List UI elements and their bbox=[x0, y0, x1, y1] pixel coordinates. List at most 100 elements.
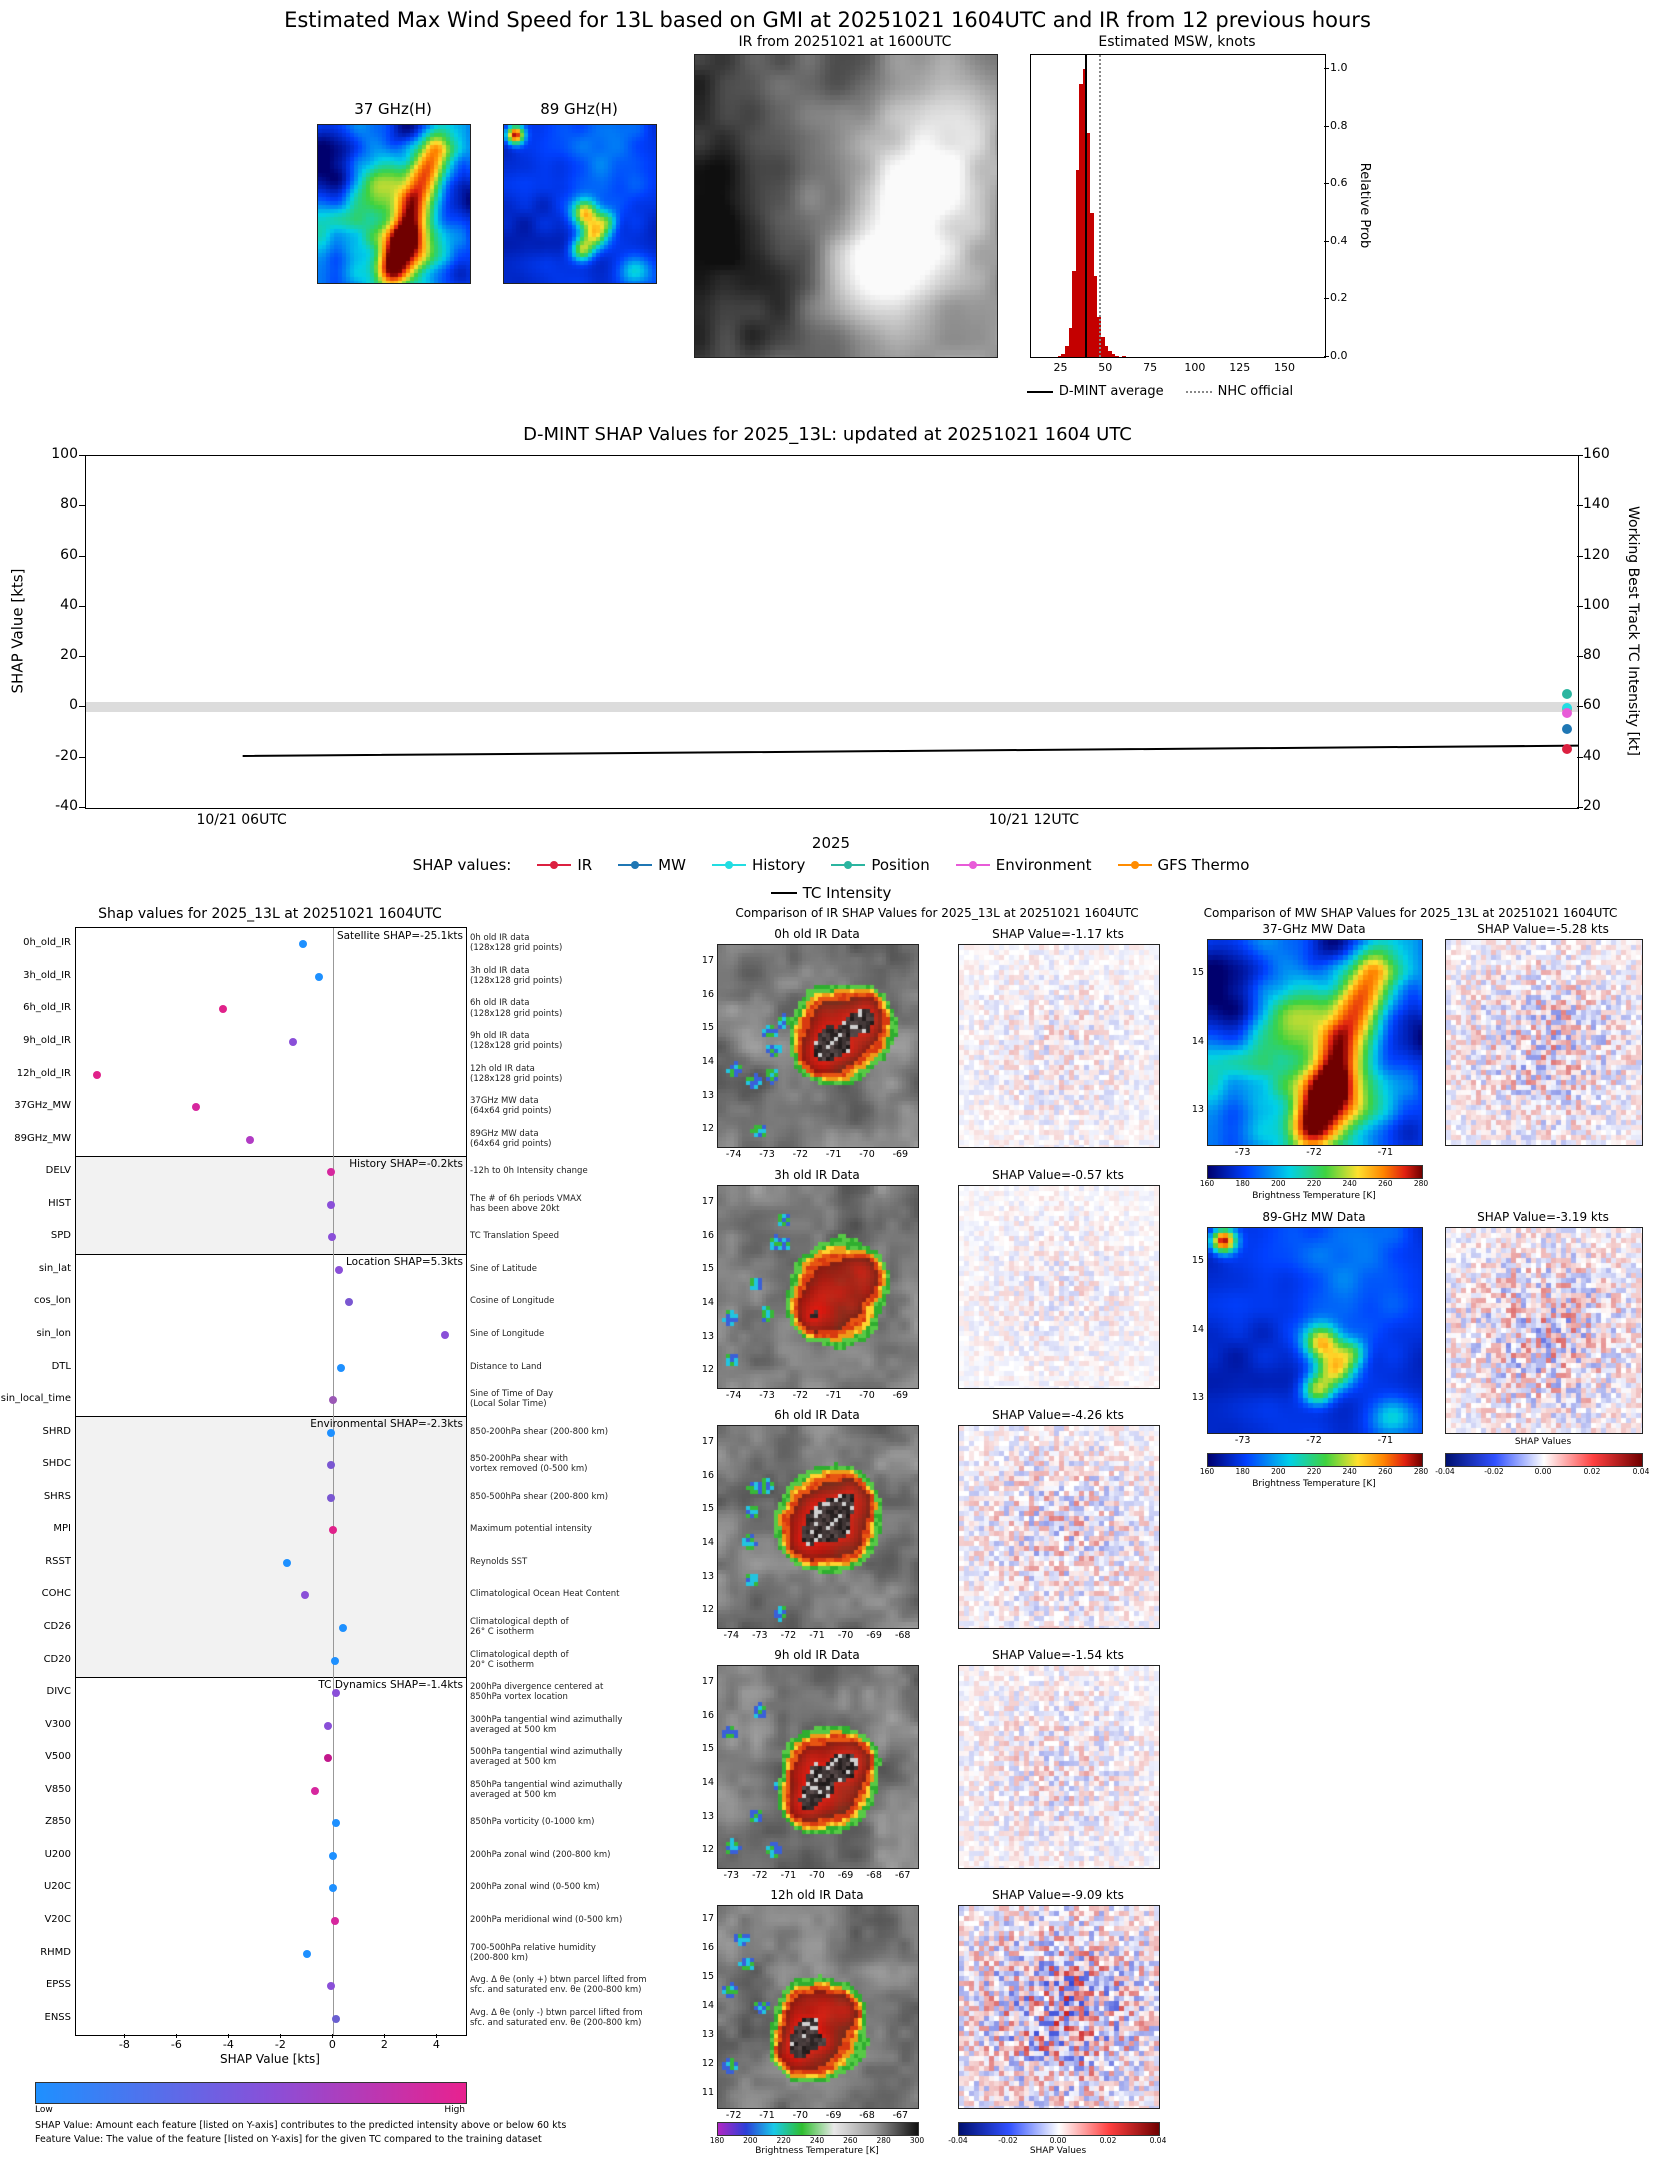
group-separator bbox=[76, 1155, 466, 1157]
group-annotation-satellite: Satellite SHAP=-25.1kts bbox=[336, 930, 463, 942]
mw-bt-colorbar-tick: 280 bbox=[1413, 1179, 1429, 1188]
feature-desc-sin_lon: Sine of Longitude bbox=[470, 1328, 545, 1339]
feature-desc-DTL: Distance to Land bbox=[470, 1361, 542, 1372]
legend-marker-dot bbox=[968, 861, 977, 869]
ir-lat-tick: 16 bbox=[701, 1942, 714, 1954]
hist-bar bbox=[1111, 354, 1116, 357]
feature-desc-MPI: Maximum potential intensity bbox=[470, 1524, 592, 1535]
ir-map-canvas-3 bbox=[717, 1665, 919, 1869]
ir-lat-tick: 15 bbox=[701, 1022, 714, 1034]
mw89-thumb-label: 89 GHz(H) bbox=[540, 100, 618, 118]
mw-lat-tick: 13 bbox=[1191, 1391, 1204, 1403]
ir-lon-tick: -71 bbox=[780, 1870, 797, 1881]
ir-lon-tick: -71 bbox=[825, 1149, 842, 1160]
ts-xtick-label: 10/21 06UTC bbox=[196, 812, 287, 828]
ts-ytick-left: -20 bbox=[55, 747, 78, 764]
feature-desc-89GHz_MW: 89GHz MW data (64x64 grid points) bbox=[470, 1128, 552, 1149]
ir-lat-tick: 12 bbox=[701, 2057, 714, 2069]
feature-desc-cos_lon: Cosine of Longitude bbox=[470, 1296, 555, 1307]
feature-xtick-mark bbox=[436, 2034, 438, 2038]
legend-marker bbox=[537, 859, 572, 871]
mw37-thumbnail-image bbox=[317, 124, 471, 284]
feature-xtick-mark bbox=[124, 2034, 126, 2038]
feature-label-12h_old_IR: 12h_old_IR bbox=[16, 1067, 71, 1079]
mw-map-canvas-0 bbox=[1207, 939, 1423, 1146]
feature-desc-V500: 500hPa tangential wind azimuthally avera… bbox=[470, 1747, 623, 1768]
feature-dot-HIST bbox=[326, 1200, 335, 1209]
feature-dot-SHDC bbox=[326, 1461, 335, 1470]
ir-lon-tick: -68 bbox=[859, 2110, 875, 2121]
mw-lat-tick: 13 bbox=[1191, 1103, 1204, 1115]
hist-bar bbox=[1104, 345, 1109, 357]
ts-ytick-right-mark bbox=[1577, 555, 1583, 557]
mw-lon-tick: -71 bbox=[1377, 1147, 1394, 1158]
hist-ytick-label: 0.0 bbox=[1330, 349, 1348, 362]
zero-vline bbox=[333, 928, 335, 2035]
feature-label-DTL: DTL bbox=[51, 1360, 71, 1372]
ts-ytick-left: 20 bbox=[60, 647, 78, 664]
hist-bar bbox=[1061, 354, 1066, 357]
hist-bar bbox=[1115, 355, 1119, 357]
ir-lat-tick: 13 bbox=[701, 1570, 714, 1582]
ir-lon-tick: -67 bbox=[892, 2110, 909, 2121]
feature-dot-V850 bbox=[311, 1786, 320, 1795]
mw-lon-tick: -72 bbox=[1306, 1147, 1322, 1158]
ir-lon-tick: -71 bbox=[809, 1630, 825, 1641]
feature-dot-V20C bbox=[330, 1917, 339, 1926]
ir-lat-tick: 16 bbox=[701, 1469, 714, 1481]
group-annotation-tc-dynamics: TC Dynamics SHAP=-1.4kts bbox=[318, 1678, 463, 1691]
feature-dot-CD26 bbox=[338, 1624, 347, 1632]
mw-bt-colorbar-tick: 160 bbox=[1199, 1179, 1215, 1188]
mw-lat-tick: 15 bbox=[1191, 967, 1204, 979]
ir-lat-tick: 16 bbox=[701, 1229, 714, 1241]
legend-nhc-label: NHC official bbox=[1217, 384, 1294, 399]
feature-desc-0h_old_IR: 0h old IR data (128x128 grid points) bbox=[470, 933, 563, 954]
ir-lat-tick: 11 bbox=[701, 2086, 714, 2098]
ir-lat-tick: 12 bbox=[701, 1844, 714, 1856]
feature-label-V850: V850 bbox=[45, 1783, 71, 1795]
group-separator bbox=[76, 1253, 466, 1255]
legend-nhc-official: NHC official bbox=[1185, 384, 1294, 399]
ir-image-label: IR from 20251021 at 1600UTC bbox=[738, 34, 952, 50]
ir-lon-tick: -72 bbox=[792, 1390, 809, 1401]
hist-ytick-mark bbox=[1324, 183, 1329, 185]
ir-shap-title-3: SHAP Value=-1.54 kts bbox=[992, 1648, 1124, 1662]
group-separator bbox=[76, 1416, 466, 1418]
ir-lon-tick: -69 bbox=[837, 1870, 854, 1881]
feature-xlabel: SHAP Value [kts] bbox=[220, 2052, 320, 2066]
ir-shap-map-canvas-1 bbox=[958, 1185, 1160, 1389]
mw-map-canvas-1 bbox=[1207, 1227, 1423, 1434]
feature-label-SHRD: SHRD bbox=[42, 1425, 71, 1437]
feature-dot-U20C bbox=[329, 1884, 338, 1893]
ir-data-title-4: 12h old IR Data bbox=[770, 1888, 864, 1902]
ir-lon-tick: -73 bbox=[723, 1870, 740, 1881]
feature-label-3h_old_IR: 3h_old_IR bbox=[23, 969, 71, 981]
feature-label-CD26: CD26 bbox=[43, 1621, 71, 1632]
hist-ytick-mark bbox=[1324, 240, 1329, 242]
ir-bt-colorbar-tick: 240 bbox=[809, 2136, 825, 2145]
ir-lon-tick: -69 bbox=[825, 2110, 842, 2121]
ir-lat-tick: 15 bbox=[701, 1971, 714, 1983]
ts-ytick-right: 20 bbox=[1583, 798, 1601, 814]
feature-dot-37GHz_MW bbox=[192, 1103, 201, 1112]
ts-ytick-left-mark bbox=[79, 505, 85, 507]
ir-lon-tick: -70 bbox=[859, 1149, 875, 1160]
feature-desc-SPD: TC Translation Speed bbox=[470, 1231, 559, 1242]
mw-bt-colorbar-tick: 260 bbox=[1378, 1467, 1393, 1476]
feature-label-V300: V300 bbox=[45, 1718, 71, 1730]
ir-shap-map-canvas-3 bbox=[958, 1665, 1160, 1869]
ir-lon-tick: -73 bbox=[759, 1390, 775, 1401]
group-annotation-location: Location SHAP=5.3kts bbox=[346, 1255, 463, 1268]
feature-label-V20C: V20C bbox=[44, 1914, 71, 1926]
feature-desc-12h_old_IR: 12h old IR data (128x128 grid points) bbox=[470, 1063, 563, 1084]
ir-lat-tick: 15 bbox=[701, 1503, 714, 1515]
ir-shap-map-canvas-0 bbox=[958, 944, 1160, 1148]
feature-dot-U200 bbox=[329, 1851, 338, 1860]
feature-dot-sin_lon bbox=[441, 1330, 450, 1339]
feature-label-HIST: HIST bbox=[48, 1197, 71, 1209]
ir-shap-colorbar-tick: -0.04 bbox=[948, 2136, 968, 2145]
mw-comparison-title: Comparison of MW SHAP Values for 2025_13… bbox=[1203, 906, 1618, 920]
feature-desc-RHMD: 700-500hPa relative humidity (200-800 km… bbox=[470, 1942, 596, 1963]
ir-lat-tick: 12 bbox=[701, 1123, 714, 1135]
hist-bar bbox=[1093, 276, 1098, 357]
